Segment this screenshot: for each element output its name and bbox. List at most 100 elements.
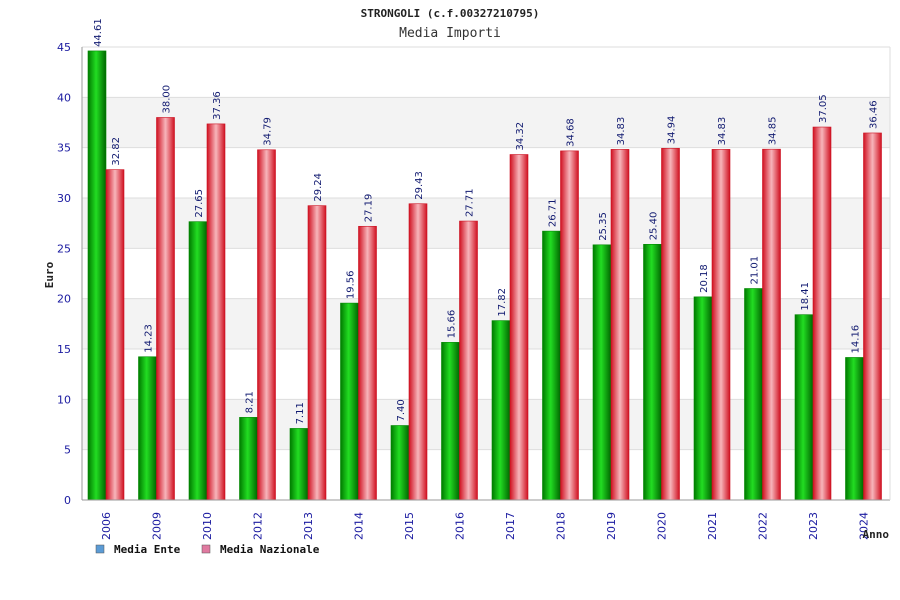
legend: Media Ente Media Nazionale (95, 543, 320, 556)
bar-media-ente (390, 425, 410, 501)
x-tick-label: 2019 (605, 512, 618, 540)
data-label: 25.35 (598, 212, 609, 241)
x-tick-label: 2009 (151, 512, 164, 540)
bar-media-ente (693, 296, 713, 501)
x-tick-labels: 2006 2009 2010 2012 2013 2014 2015 2016 2017 2018… (100, 512, 871, 540)
data-label: 26.71 (548, 198, 559, 227)
x-tick-label: 2016 (454, 512, 467, 540)
x-tick-label: 2022 (757, 512, 770, 540)
bar-media-nazionale (257, 149, 276, 501)
x-tick-label: 2018 (555, 512, 568, 540)
data-label: 19.56 (346, 270, 357, 299)
bar-media-ente (138, 356, 157, 501)
bar-media-nazionale (408, 203, 428, 501)
bar-media-ente (845, 357, 864, 501)
data-label: 17.82 (497, 288, 508, 317)
y-tick-label: 15 (57, 343, 71, 356)
y-tick-label: 5 (64, 444, 71, 457)
bar-media-ente (239, 417, 258, 501)
chart-title: STRONGOLI (c.f.00327210795) (361, 7, 540, 20)
bar-media-nazionale (661, 147, 680, 501)
bar-media-nazionale (509, 154, 529, 501)
data-label: 34.83 (616, 117, 627, 146)
y-tick-label: 40 (57, 91, 71, 104)
bar-media-ente (188, 221, 208, 501)
data-label: 37.05 (818, 94, 829, 123)
grid-band (82, 47, 890, 98)
legend-swatch (95, 544, 105, 554)
data-label: 25.40 (649, 212, 660, 241)
legend-label: Media Ente (114, 543, 181, 556)
y-tick-label: 10 (57, 393, 71, 406)
data-label: 34.83 (717, 117, 728, 146)
bar-media-ente (289, 428, 309, 501)
bar-media-nazionale (863, 132, 882, 501)
x-tick-label: 2012 (252, 512, 265, 540)
x-tick-label: 2024 (858, 512, 871, 540)
bar-media-nazionale (459, 220, 478, 501)
bar-media-ente (340, 302, 359, 501)
x-tick-label: 2015 (403, 512, 416, 540)
data-label: 37.36 (212, 91, 223, 120)
y-tick-labels: 0 5 10 15 20 25 30 35 40 45 (57, 41, 71, 507)
data-label: 38.00 (162, 85, 173, 114)
data-label: 15.66 (447, 310, 458, 339)
data-label: 29.43 (414, 171, 425, 200)
bar-media-nazionale (711, 149, 731, 501)
chart-subtitle: Media Importi (399, 26, 501, 41)
data-label: 34.68 (566, 118, 577, 147)
y-tick-label: 0 (64, 494, 71, 507)
x-tick-label: 2013 (302, 512, 315, 540)
data-label: 27.19 (364, 194, 375, 223)
bar-media-nazionale (762, 148, 781, 501)
data-label: 29.24 (313, 173, 324, 202)
data-label: 34.85 (768, 117, 779, 146)
data-label: 8.21 (245, 391, 256, 413)
legend-swatch (201, 544, 211, 554)
data-label: 7.11 (295, 402, 306, 424)
y-tick-label: 25 (57, 242, 71, 255)
bar-media-ente (592, 244, 612, 501)
bar-media-ente (794, 314, 814, 501)
bar-media-ente (441, 342, 460, 501)
data-label: 32.82 (111, 137, 122, 166)
data-label: 20.18 (699, 264, 710, 293)
legend-label: Media Nazionale (220, 543, 320, 556)
y-axis-label: Euro (43, 261, 56, 288)
bar-media-ente (744, 288, 763, 501)
data-label: 27.65 (194, 189, 205, 218)
data-label: 14.16 (851, 325, 862, 354)
data-label: 34.94 (667, 116, 678, 145)
data-label: 21.01 (750, 256, 761, 285)
bars: 44.61 32.82 14.23 38.00 27.65 37.36 8.21 34.79 7… (87, 18, 882, 501)
y-tick-label: 20 (57, 293, 71, 306)
bar-media-ente (643, 244, 662, 501)
x-tick-label: 2020 (656, 512, 669, 540)
bar-media-ente (87, 50, 107, 501)
bar-media-nazionale (560, 150, 579, 501)
x-tick-label: 2006 (100, 512, 113, 540)
data-label: 27.71 (465, 188, 476, 217)
x-tick-label: 2010 (201, 512, 214, 540)
data-label: 14.23 (144, 324, 155, 353)
x-axis-label: Anno (863, 528, 890, 541)
y-tick-label: 35 (57, 142, 71, 155)
bar-media-nazionale (358, 225, 377, 501)
bar-media-nazionale (206, 123, 226, 501)
y-tick-label: 45 (57, 41, 71, 54)
bar-media-nazionale (307, 205, 327, 501)
x-tick-label: 2017 (504, 512, 517, 540)
bar-media-nazionale (610, 149, 630, 501)
x-tick-label: 2014 (353, 512, 366, 540)
bar-media-ente (542, 230, 561, 501)
data-label: 34.79 (263, 117, 274, 146)
data-label: 44.61 (93, 18, 104, 47)
data-label: 34.32 (515, 122, 526, 151)
data-label: 18.41 (800, 282, 811, 311)
data-label: 7.40 (396, 399, 407, 421)
data-label: 36.46 (869, 100, 880, 129)
bar-media-nazionale (105, 169, 125, 501)
bar-media-nazionale (812, 126, 832, 501)
x-tick-label: 2023 (807, 512, 820, 540)
